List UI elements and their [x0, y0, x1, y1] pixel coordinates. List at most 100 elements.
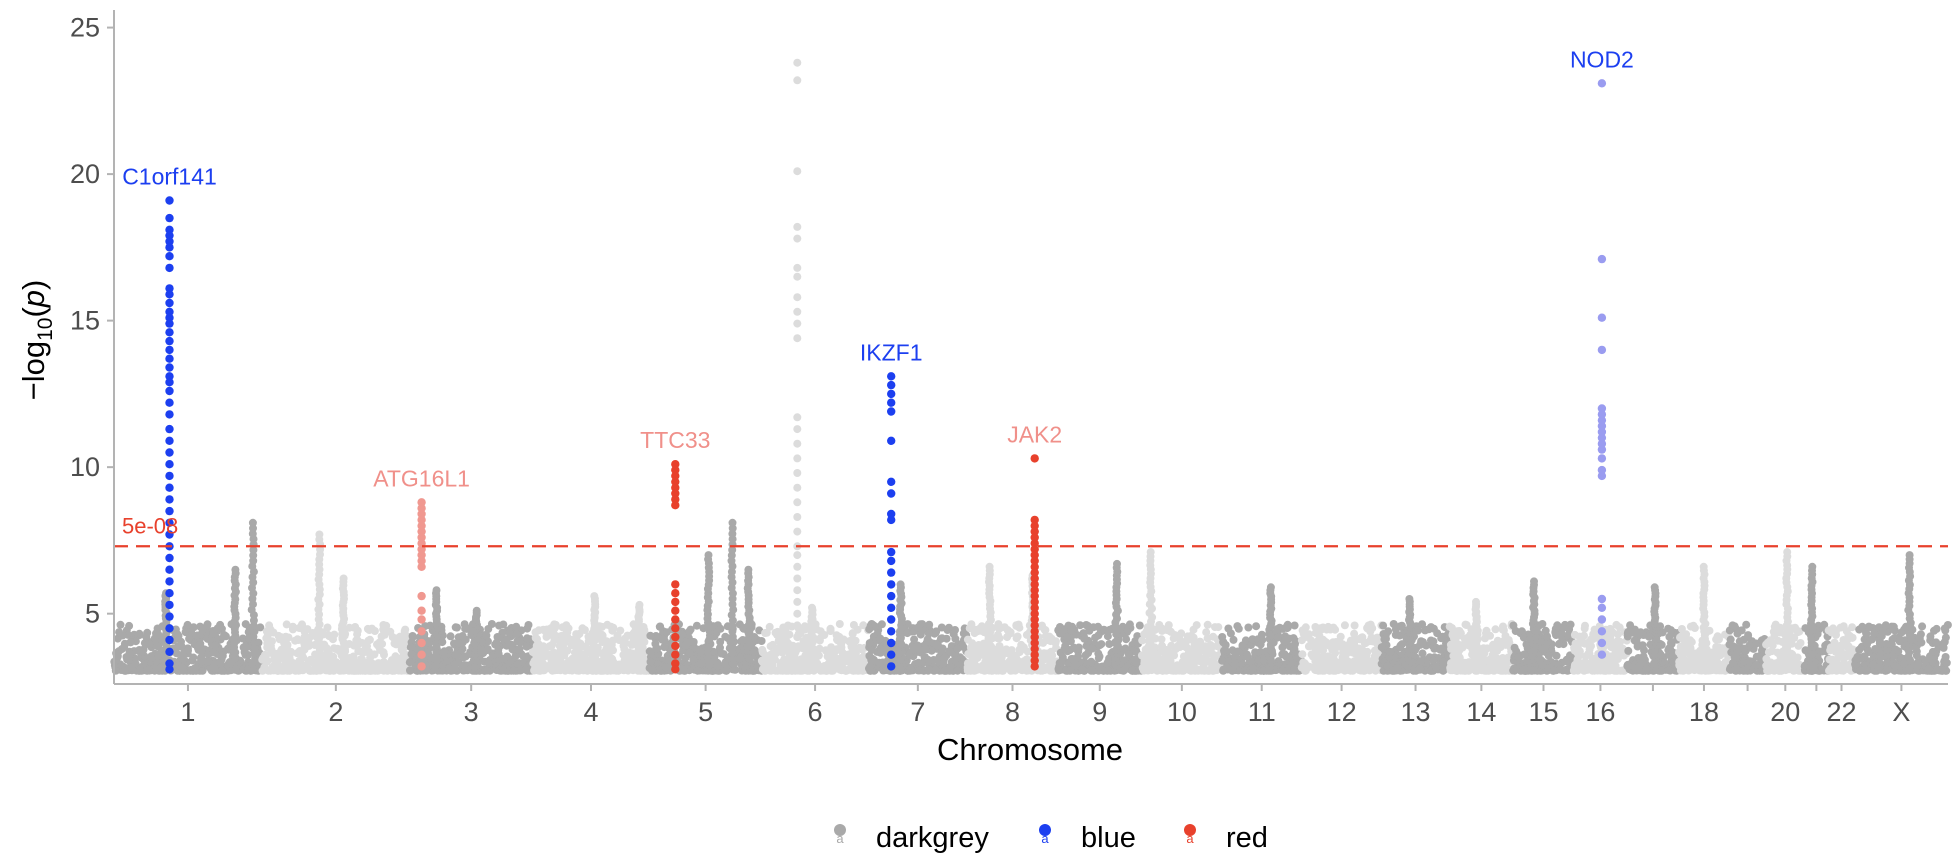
snp-point	[1146, 548, 1155, 557]
snp-point	[1544, 651, 1553, 660]
snp-point	[761, 629, 770, 637]
snp-point	[1189, 633, 1198, 642]
snp-point	[120, 666, 129, 675]
snp-point	[280, 644, 289, 653]
snp-point	[1278, 666, 1287, 675]
snp-point	[298, 666, 307, 675]
snp-point	[1214, 623, 1223, 632]
snp-point	[388, 633, 397, 642]
snp-point	[1552, 651, 1561, 660]
snp-point	[1157, 647, 1166, 655]
snp-point	[209, 648, 218, 657]
snp-point	[505, 629, 514, 637]
snp-point	[826, 627, 835, 635]
snp-point	[1192, 621, 1201, 630]
snp-point	[293, 649, 302, 658]
snp-point	[211, 641, 220, 650]
snp-point	[126, 638, 135, 647]
snp-point	[239, 643, 248, 652]
snp-point	[1571, 645, 1580, 654]
snp-point	[1497, 666, 1506, 675]
snp-point	[767, 666, 776, 675]
snp-point	[838, 637, 847, 646]
snp-point	[1058, 628, 1067, 637]
snp-point	[689, 638, 698, 646]
snp-point	[1439, 657, 1448, 666]
snp-point	[1377, 643, 1386, 652]
snp-point	[1314, 636, 1322, 645]
snp-point	[1203, 620, 1212, 629]
snp-point	[704, 551, 713, 560]
snp-point	[1205, 649, 1214, 658]
snp-point	[914, 658, 923, 667]
snp-point	[198, 626, 207, 635]
snp-point	[1448, 641, 1457, 650]
snp-point	[1563, 658, 1572, 667]
snp-point	[1592, 660, 1601, 669]
snp-point	[849, 621, 858, 629]
snp-point	[925, 620, 934, 629]
snp-point	[1599, 662, 1608, 671]
snp-point	[1229, 635, 1238, 644]
snp-point	[1125, 620, 1134, 629]
snp-point	[315, 530, 324, 539]
snp-point	[122, 653, 131, 661]
snp-point	[1017, 658, 1026, 667]
snp-point	[1076, 621, 1085, 630]
snp-point	[648, 666, 657, 674]
snp-point	[1439, 664, 1448, 673]
snp-point	[840, 653, 848, 662]
snp-point	[1135, 621, 1144, 630]
snp-point	[1087, 657, 1096, 666]
snp-point	[1251, 648, 1260, 657]
snp-point	[1580, 631, 1588, 640]
snp-point	[113, 652, 122, 661]
snp-point	[598, 622, 606, 631]
snp-point	[1218, 656, 1227, 665]
snp-point	[908, 645, 917, 654]
snp-point	[1418, 649, 1427, 658]
snp-point	[522, 642, 531, 651]
snp-point	[532, 650, 541, 659]
snp-point	[385, 661, 394, 670]
snp-point	[615, 636, 624, 645]
snp-point	[1366, 620, 1375, 629]
snp-point	[453, 623, 461, 632]
snp-point	[924, 629, 933, 638]
snp-point	[1204, 657, 1213, 666]
snp-point	[1281, 637, 1290, 646]
snp-point	[1345, 660, 1354, 669]
snp-point	[405, 658, 414, 667]
snp-point	[494, 649, 503, 658]
snp-point	[1614, 643, 1622, 652]
snp-point	[189, 623, 198, 632]
snp-point	[1558, 666, 1567, 675]
snp-point	[365, 626, 374, 634]
snp-point	[1389, 666, 1398, 675]
snp-point	[1222, 663, 1231, 672]
snp-point	[329, 652, 338, 661]
snp-point	[1608, 628, 1617, 637]
snp-point	[266, 641, 275, 650]
snp-point	[620, 656, 629, 665]
snp-point	[832, 645, 841, 654]
snp-point	[380, 629, 389, 638]
snp-point	[968, 639, 977, 648]
snp-point	[782, 645, 791, 654]
snp-point	[1018, 666, 1026, 675]
snp-point	[1003, 664, 1012, 672]
snp-point	[407, 650, 416, 659]
snp-point	[400, 666, 409, 675]
snp-point	[1555, 640, 1563, 649]
snp-point	[1415, 664, 1424, 673]
snp-point	[784, 666, 793, 675]
snp-point	[1094, 622, 1102, 631]
snp-point	[512, 630, 521, 639]
snp-point	[1449, 652, 1458, 660]
snp-point	[378, 662, 387, 671]
snp-point	[354, 647, 363, 656]
snp-point	[1178, 639, 1187, 648]
snp-point	[973, 665, 981, 674]
snp-point	[985, 562, 994, 571]
snp-point	[204, 657, 213, 666]
